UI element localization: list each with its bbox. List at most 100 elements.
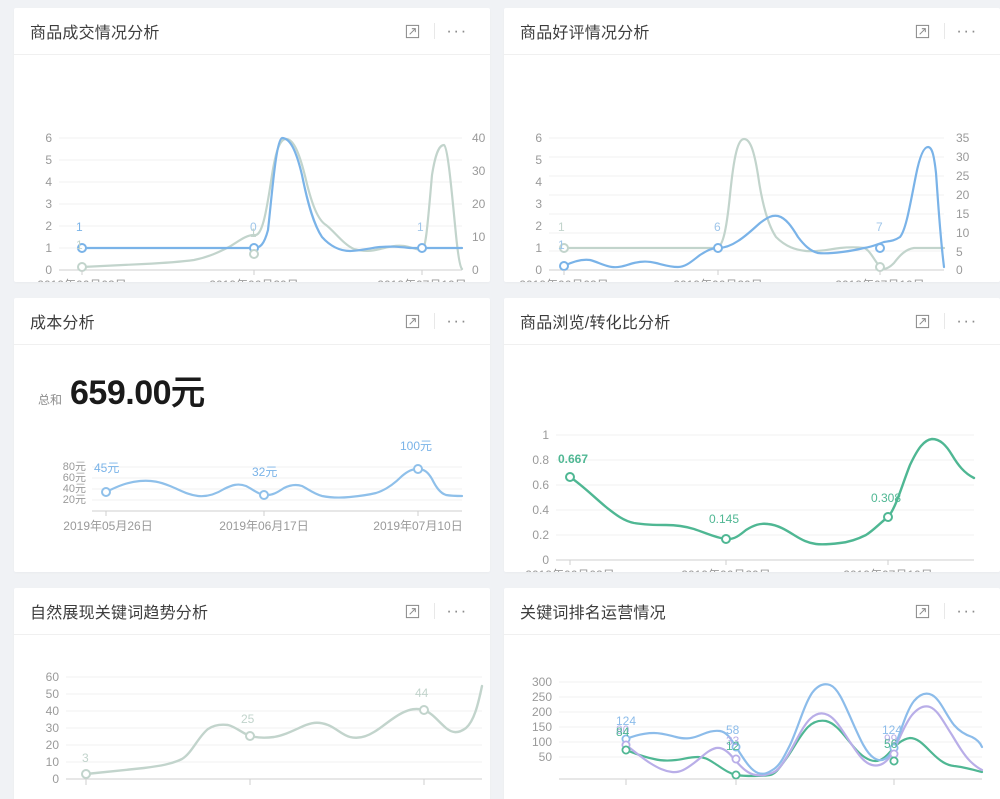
x-tick-label: 2019年05月26日 [63,519,152,533]
series-line-conversion [568,437,976,546]
data-labels: 3 25 44 [82,686,429,765]
expand-button[interactable] [905,306,939,336]
x-tick-label: 2019年07月10日 [373,519,462,533]
data-label: 0 [250,220,257,234]
svg-text:15: 15 [956,207,970,221]
metric-label: 总和 [38,393,63,407]
series-line-pale [80,137,464,271]
x-axis [625,779,895,785]
card-body: 6 5 4 3 2 1 0 35 30 25 20 15 10 [504,55,1000,282]
card-body: 1 0.8 0.6 0.4 0.2 0 0.667 [504,345,1000,572]
expand-button[interactable] [395,596,429,626]
ellipsis-icon: ··· [446,311,468,330]
more-button[interactable]: ··· [440,596,474,626]
svg-text:0: 0 [535,263,542,277]
data-label: 58 [726,723,740,737]
y-tick-label: 100 [532,735,552,749]
data-label: 12 [726,739,740,753]
data-label: 99 [884,732,898,746]
y-tick-label: 150 [532,720,552,734]
header-divider [434,603,435,619]
header-divider [944,313,945,329]
svg-text:1: 1 [535,241,542,255]
chart-review-analysis: 6 5 4 3 2 1 0 35 30 25 20 15 10 [519,131,970,282]
expand-button[interactable] [395,306,429,336]
card-cell-conversion-analysis: 商品浏览/转化比分析 ··· [500,290,1000,580]
svg-text:20: 20 [956,188,970,202]
more-button[interactable]: ··· [440,306,474,336]
card-cell-cost-analysis: 成本分析 ··· 总和 659. [0,290,500,580]
data-markers [81,705,429,779]
data-label: 100元 [400,439,432,453]
card-body: 60 50 40 30 20 10 0 3 [14,635,490,799]
chart-keyword-trend: 60 50 40 30 20 10 0 3 [46,670,484,786]
series-line-purple [624,705,984,777]
data-label: 25 [241,712,255,726]
y-axis-right: 35 30 25 20 15 10 5 0 [956,131,970,277]
svg-text:20: 20 [472,197,486,211]
card-cost-analysis: 成本分析 ··· 总和 659. [14,298,490,572]
external-link-icon [915,314,929,328]
data-markers [621,734,899,780]
ellipsis-icon: ··· [446,21,468,40]
external-link-icon [405,604,419,618]
y-tick-label: 20 [46,738,60,752]
card-cell-keyword-trend: 自然展现关键词趋势分析 ··· [0,580,500,799]
y-tick-label: 200 [532,705,552,719]
data-label: 0.667 [558,452,588,466]
data-label: 84 [616,725,630,739]
card-keyword-rank: 关键词排名运营情况 ··· [504,588,1000,799]
expand-button[interactable] [905,16,939,46]
series-line-cost [104,467,464,499]
card-review-analysis: 商品好评情况分析 ··· [504,8,1000,282]
expand-button[interactable] [395,16,429,46]
metric-summary: 总和 659.00元 [14,345,490,414]
y-tick-label: 0 [52,772,59,786]
expand-button[interactable] [905,596,939,626]
gridlines [556,434,974,561]
card-header-actions: ··· [395,596,474,626]
series-line-keyword-trend [84,684,484,776]
x-axis: 2019年06月02日 2019年06月20日 2019年07月10日 [519,270,925,282]
data-label: 1 [558,220,565,234]
y-tick-label: 0.4 [532,503,549,517]
more-button[interactable]: ··· [950,16,984,46]
svg-text:4: 4 [45,175,52,189]
more-button[interactable]: ··· [950,596,984,626]
chart-keyword-rank: 300 250 200 150 100 50 [532,675,984,785]
y-axis-left: 6 5 4 3 2 1 0 [535,131,542,277]
metric-value: 659.00元 [70,374,205,412]
series-line-blue [624,683,984,775]
data-label: 0.145 [709,512,739,526]
header-divider [434,23,435,39]
external-link-icon [915,24,929,38]
ellipsis-icon: ··· [956,21,978,40]
gridlines [92,466,462,512]
data-labels: 124 80 84 58 33 12 124 99 56 [616,714,902,753]
y-tick-label: 0 [542,553,549,567]
card-header: 商品浏览/转化比分析 ··· [504,298,1000,345]
svg-text:5: 5 [535,153,542,167]
y-tick-label: 50 [539,750,553,764]
y-tick-label: 250 [532,690,552,704]
more-button[interactable]: ··· [440,16,474,46]
y-tick-label: 30 [46,721,60,735]
external-link-icon [405,24,419,38]
header-divider [944,603,945,619]
ellipsis-icon: ··· [446,601,468,620]
chart-cost-analysis: 80元 60元 40元 20元 45元 32元 100元 [63,439,464,533]
more-button[interactable]: ··· [950,306,984,336]
data-label: 32元 [252,465,277,479]
svg-text:1: 1 [45,241,52,255]
card-body: 6 5 4 3 2 1 0 40 30 20 10 0 [14,55,490,282]
card-body: 300 250 200 150 100 50 [504,635,1000,799]
card-header: 商品好评情况分析 ··· [504,8,1000,55]
x-axis: 2019年06月02日 2019年06月20日 2019年07月10日 [37,270,467,282]
x-tick-label: 2019年07月10日 [843,568,932,572]
svg-text:3: 3 [535,197,542,211]
svg-text:4: 4 [535,175,542,189]
series-line-blue [80,136,464,253]
svg-text:0: 0 [956,263,963,277]
svg-text:35: 35 [956,131,970,145]
data-labels: 45元 32元 100元 [94,439,432,479]
